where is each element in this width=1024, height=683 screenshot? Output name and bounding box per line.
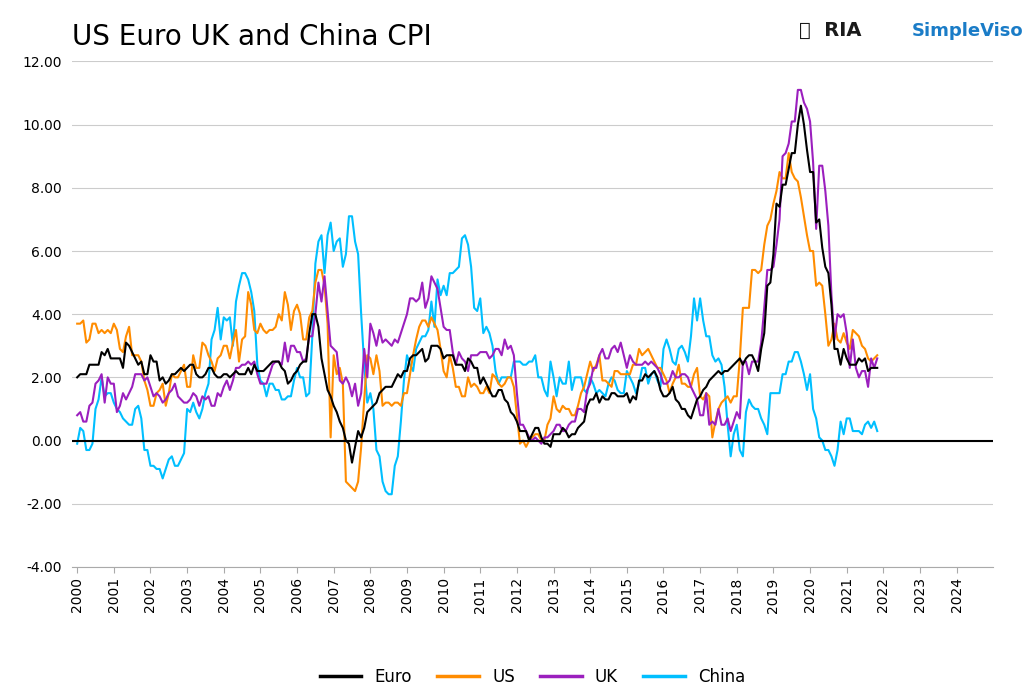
Line: China: China	[77, 217, 878, 494]
Euro	[804, 168, 816, 176]
UK	[71, 411, 83, 419]
UK	[468, 351, 480, 359]
UK	[871, 354, 884, 363]
UK	[536, 440, 548, 448]
Line: US: US	[77, 153, 878, 491]
China	[670, 361, 682, 369]
Text: US Euro UK and China CPI: US Euro UK and China CPI	[72, 23, 431, 51]
China	[804, 370, 816, 378]
China	[343, 212, 355, 221]
Legend: Euro, US, UK, China: Euro, US, UK, China	[313, 661, 752, 683]
Euro	[71, 373, 83, 381]
Euro	[795, 102, 807, 110]
US	[349, 487, 361, 495]
Line: UK: UK	[77, 90, 878, 444]
China	[608, 376, 621, 385]
China	[745, 402, 758, 410]
UK	[792, 86, 804, 94]
China	[282, 392, 294, 400]
UK	[742, 370, 755, 378]
Text: SimpleVisor: SimpleVisor	[911, 22, 1024, 40]
US	[742, 304, 755, 312]
US	[804, 247, 816, 255]
UK	[667, 367, 679, 375]
China	[474, 294, 486, 303]
Line: Euro: Euro	[77, 106, 878, 462]
Text: 🦅  RIA: 🦅 RIA	[799, 21, 861, 40]
Euro	[346, 458, 358, 466]
US	[71, 320, 83, 328]
Euro	[605, 389, 617, 398]
US	[667, 380, 679, 388]
UK	[804, 117, 816, 126]
US	[471, 382, 483, 391]
China	[383, 490, 395, 499]
Euro	[742, 351, 755, 359]
UK	[282, 357, 294, 365]
US	[605, 382, 617, 391]
Euro	[667, 382, 679, 391]
Euro	[282, 380, 294, 388]
US	[782, 149, 795, 157]
China	[71, 440, 83, 448]
Euro	[871, 364, 884, 372]
US	[871, 351, 884, 359]
UK	[605, 345, 617, 353]
US	[282, 301, 294, 309]
Euro	[471, 364, 483, 372]
China	[871, 427, 884, 435]
